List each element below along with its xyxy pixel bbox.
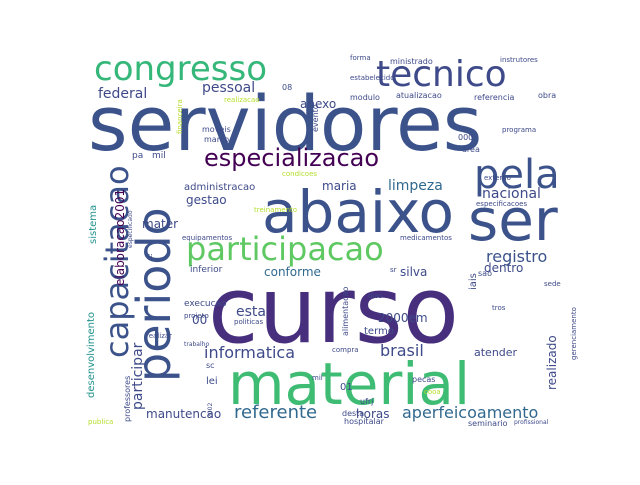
cloud-word: projeto (184, 312, 209, 320)
cloud-word: informatica (204, 343, 295, 362)
cloud-word: moveis (202, 125, 231, 134)
cloud-word: lei (206, 376, 218, 387)
cloud-word: sc (206, 361, 215, 370)
cloud-word: dentro (484, 261, 523, 275)
cloud-word: servidores (88, 79, 482, 168)
cloud-word: realizar (146, 332, 172, 340)
cloud-word: 00 (192, 313, 207, 327)
cloud-word: condicoes (282, 170, 317, 178)
cloud-word: ii (148, 253, 152, 262)
cloud-word: hospitalar (344, 417, 385, 426)
cloud-word: trabalho (184, 341, 209, 348)
cloud-word: 08 (282, 83, 292, 92)
cloud-word: termo (364, 326, 394, 337)
cloud-word: execucao (184, 299, 227, 309)
cloud-word: compra (332, 346, 359, 354)
cloud-word: mil (312, 374, 323, 382)
cloud-word: publica (88, 418, 113, 426)
cloud-word: maria (322, 179, 357, 193)
cloud-word: financeira (176, 99, 184, 134)
cloud-word: capacitacao (98, 165, 136, 358)
cloud-word: forma (350, 54, 371, 62)
cloud-word: sistema (88, 205, 99, 244)
cloud-word: mater (142, 217, 178, 231)
cloud-word: obra (538, 91, 556, 100)
cloud-word: desenvolvimento (86, 312, 97, 398)
cloud-word: sede (544, 280, 561, 288)
cloud-word: atualizacao (396, 91, 442, 100)
cloud-word: atender (474, 346, 518, 359)
cloud-word: inferior (190, 265, 223, 275)
cloud-word: referencia (474, 93, 515, 102)
cloud-word: 000 (458, 133, 473, 142)
cloud-word: professores (123, 376, 132, 422)
cloud-word: sr (390, 266, 397, 274)
cloud-word: gestao (186, 193, 227, 207)
cloud-word: mil (152, 151, 166, 161)
cloud-word: sao (478, 269, 492, 278)
cloud-word: material (228, 350, 470, 418)
cloud-word: tros (492, 304, 506, 312)
cloud-word: externo (484, 174, 511, 182)
cloud-word: iais (468, 273, 479, 290)
cloud-word: periodo (127, 207, 181, 382)
cloud-word: profissional (514, 419, 549, 426)
cloud-word: ser (468, 186, 558, 254)
cloud-word: estabelecido (350, 74, 395, 82)
cloud-word: registro (486, 247, 547, 266)
cloud-word: pecas (412, 375, 435, 384)
cloud-word: brasil (380, 341, 424, 360)
cloud-word: desta (342, 409, 364, 418)
cloud-word: federal (98, 86, 147, 102)
cloud-word: instrutores (500, 56, 538, 64)
cloud-word: manutencao (146, 407, 221, 421)
cloud-word: participar (130, 342, 146, 410)
cloud-word: pessoal (202, 80, 255, 96)
cloud-word: marco (204, 135, 229, 144)
cloud-word: conforme (264, 265, 321, 279)
cloud-word: 2000em (378, 311, 428, 325)
cloud-word: elaboracao2001 (113, 189, 127, 286)
cloud-word: abaixo (262, 178, 454, 246)
cloud-word: cooa (424, 388, 441, 396)
cloud-word: congresso (94, 49, 267, 89)
cloud-word: silva (400, 265, 427, 279)
cloud-word: politicas (234, 318, 263, 326)
cloud-word: medicamentos (400, 234, 452, 242)
cloud-word: especificado (127, 210, 134, 248)
cloud-word: especificacoes (476, 200, 527, 208)
cloud-word: tecnico (376, 54, 507, 95)
cloud-word: realizado (545, 335, 559, 390)
cloud-word: pela (474, 152, 560, 198)
cloud-word: ministrado (390, 57, 433, 66)
cloud-word: alimentacao (341, 287, 350, 336)
cloud-word: pa (132, 151, 143, 161)
cloud-word: curso (208, 257, 459, 364)
cloud-word: gerenciamento (570, 307, 578, 360)
cloud-word: programa (502, 126, 536, 134)
cloud-word: esta (236, 304, 266, 320)
cloud-word: limpeza (388, 178, 443, 194)
cloud-word: aperfeicoamento (402, 403, 538, 422)
cloud-word: anexo (300, 97, 336, 111)
cloud-word: equipamentos (182, 234, 232, 242)
cloud-word: area (462, 145, 480, 154)
cloud-word: 01 (340, 382, 353, 393)
cloud-word: evento (311, 104, 320, 132)
cloud-word: referente (234, 402, 317, 423)
cloud-word: seminario (468, 419, 508, 428)
cloud-word: ufrj (360, 397, 373, 406)
cloud-word: participacao (186, 230, 384, 268)
cloud-word: horas (356, 407, 390, 421)
cloud-word: especializacao (204, 144, 379, 172)
cloud-word: 2002 (207, 403, 214, 418)
cloud-word: nacional (482, 186, 541, 202)
cloud-word: modulo (350, 93, 380, 102)
cloud-word: realizacao (224, 96, 260, 104)
cloud-word: dias (368, 292, 383, 300)
cloud-word: treinamento (254, 206, 297, 214)
cloud-word: administracao (184, 182, 255, 193)
